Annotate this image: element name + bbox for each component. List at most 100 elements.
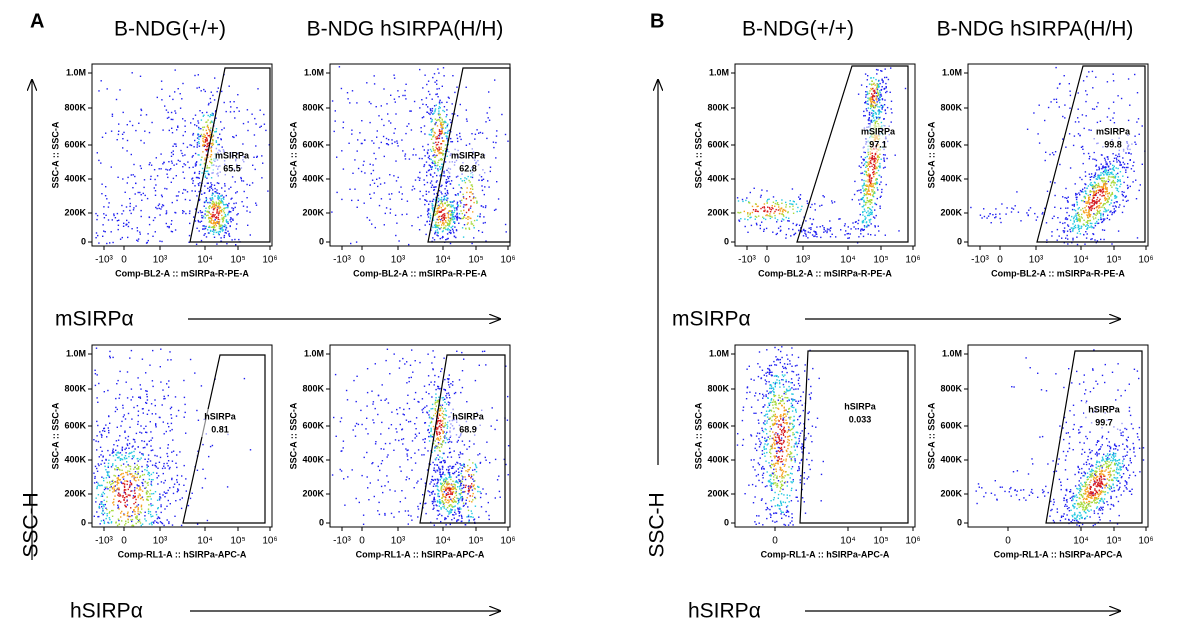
event-dot [209,97,211,100]
event-dot [479,213,481,215]
event-dot [163,395,165,398]
event-dot [123,513,125,515]
event-dot [769,213,771,215]
event-dot [875,168,877,170]
event-dot [451,491,454,493]
event-dot [434,493,436,495]
event-dot [212,216,214,218]
event-dot [417,449,420,451]
event-dot [417,400,419,403]
event-dot [443,478,445,480]
event-dot [209,186,211,189]
event-dot [103,499,105,501]
event-dot [868,113,871,115]
event-dot [212,114,214,117]
event-dot [446,137,448,140]
event-dot [439,388,441,390]
event-dot [878,112,881,114]
event-dot [225,232,227,234]
event-dot [121,458,123,460]
event-dot [444,488,446,491]
event-dot [102,491,104,494]
event-dot [390,512,393,515]
event-dot [97,424,99,427]
event-dot [115,454,118,456]
event-dot [479,491,481,493]
event-dot [212,222,215,225]
event-dot [434,210,436,212]
event-dot [152,449,154,451]
event-dot [125,471,127,474]
event-dot [197,450,199,452]
event-dot [450,491,452,493]
event-dot [487,117,489,119]
event-dot [131,451,133,453]
event-dot [437,489,439,491]
event-dot [154,178,156,181]
event-dot [464,490,466,493]
event-dot [861,228,863,230]
event-dot [382,135,385,138]
event-dot [873,107,875,109]
event-dot [197,219,199,222]
event-dot [395,160,397,162]
event-dot [446,201,448,203]
y-tick-label: 400K [64,454,86,464]
event-dot [163,482,165,484]
event-dot [431,478,433,481]
event-dot [178,191,180,193]
x-tick-label: -10³ [95,255,113,266]
event-dot [442,432,444,434]
event-dot [119,89,121,91]
event-dot [192,155,194,157]
event-dot [467,464,469,467]
event-dot [218,208,220,210]
event-dot [449,213,452,215]
event-dot [137,471,139,473]
event-dot [118,475,120,477]
event-dot [391,139,393,141]
event-dot [444,202,446,205]
event-dot [216,202,218,205]
event-dot [215,140,217,142]
event-dot [141,199,143,201]
event-dot [104,231,106,233]
event-dot [154,190,157,192]
event-dot [393,132,395,134]
event-dot [868,83,871,85]
event-dot [422,87,424,89]
event-dot [208,217,211,219]
event-dot [445,487,447,489]
event-dot [361,423,363,426]
event-dot [426,152,429,155]
event-dot [119,479,121,481]
event-dot [154,194,157,196]
event-dot [861,220,864,223]
event-dot [385,137,388,140]
event-dot [355,497,357,500]
event-dot [876,161,879,163]
event-dot [448,438,450,440]
event-dot [465,203,468,206]
event-dot [111,464,114,467]
event-dot [114,410,117,413]
event-dot [208,206,210,208]
event-dot [98,382,100,385]
event-dot [136,518,138,520]
event-dot [386,475,388,477]
event-dot [452,204,454,207]
event-dot [434,469,436,472]
event-dot [436,119,438,122]
event-dot [106,436,108,438]
event-dot [443,106,446,108]
event-dot [867,119,869,121]
event-dot [135,506,138,508]
event-dot [880,121,883,124]
event-dot [838,218,840,220]
event-dot [229,225,231,228]
event-dot [450,511,452,514]
event-dot [884,76,886,79]
event-dot [424,441,426,443]
event-dot [870,101,873,103]
event-dot [879,196,881,198]
